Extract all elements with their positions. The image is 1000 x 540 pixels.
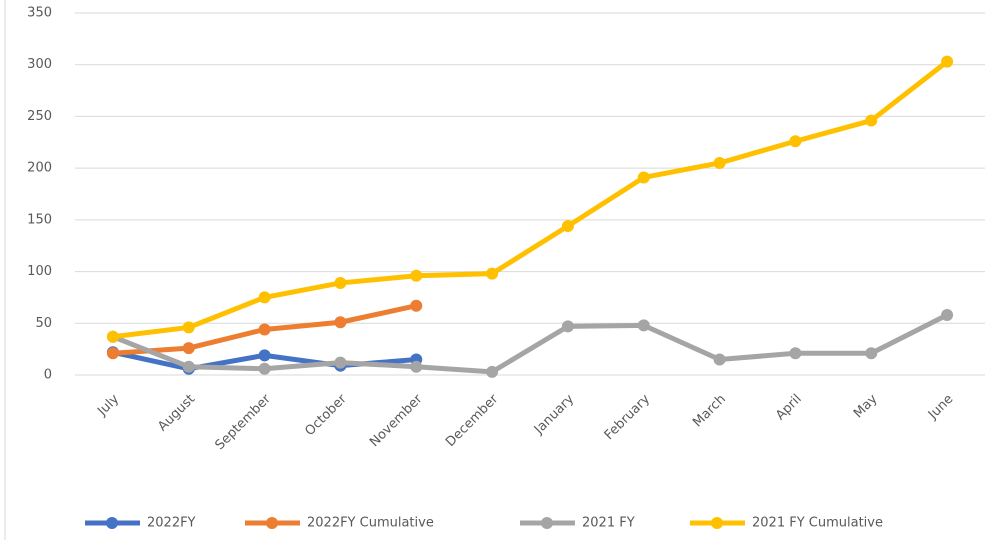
data-point [789, 347, 802, 360]
data-point [713, 156, 726, 169]
legend-marker [711, 517, 723, 529]
data-point [637, 319, 650, 332]
data-point [182, 342, 195, 355]
data-point [941, 309, 954, 322]
data-point [334, 316, 347, 329]
data-point [789, 135, 802, 148]
y-tick-label: 300 [27, 57, 52, 72]
data-point [410, 269, 423, 282]
data-point [258, 291, 271, 304]
data-point [182, 321, 195, 334]
data-point [941, 55, 954, 68]
legend-label: 2022FY Cumulative [307, 516, 434, 531]
y-tick-label: 250 [27, 109, 52, 124]
data-point [182, 360, 195, 373]
data-point [865, 114, 878, 127]
data-point [410, 360, 423, 373]
data-point [637, 171, 650, 184]
data-point [713, 353, 726, 366]
data-point [410, 299, 423, 312]
data-point [106, 347, 119, 360]
data-point [334, 356, 347, 369]
data-point [561, 220, 574, 233]
data-point [486, 365, 499, 378]
legend-marker [106, 517, 118, 529]
legend-label: 2022FY [147, 516, 196, 531]
y-tick-label: 100 [27, 264, 52, 279]
data-point [106, 330, 119, 343]
y-tick-label: 150 [27, 212, 52, 227]
legend-marker [541, 517, 553, 529]
data-point [865, 347, 878, 360]
y-tick-label: 350 [27, 6, 52, 21]
data-point [258, 323, 271, 336]
series-line [110, 59, 950, 340]
data-point [334, 276, 347, 289]
y-tick-label: 50 [35, 316, 52, 331]
data-point [258, 362, 271, 375]
series-line [110, 312, 950, 375]
legend-label: 2021 FY Cumulative [752, 516, 883, 531]
legend-marker [266, 517, 278, 529]
data-point [561, 320, 574, 333]
y-tick-label: 0 [44, 368, 52, 383]
data-point [486, 267, 499, 280]
legend-label: 2021 FY [582, 516, 635, 531]
data-point [258, 349, 271, 362]
y-tick-label: 200 [27, 161, 52, 176]
